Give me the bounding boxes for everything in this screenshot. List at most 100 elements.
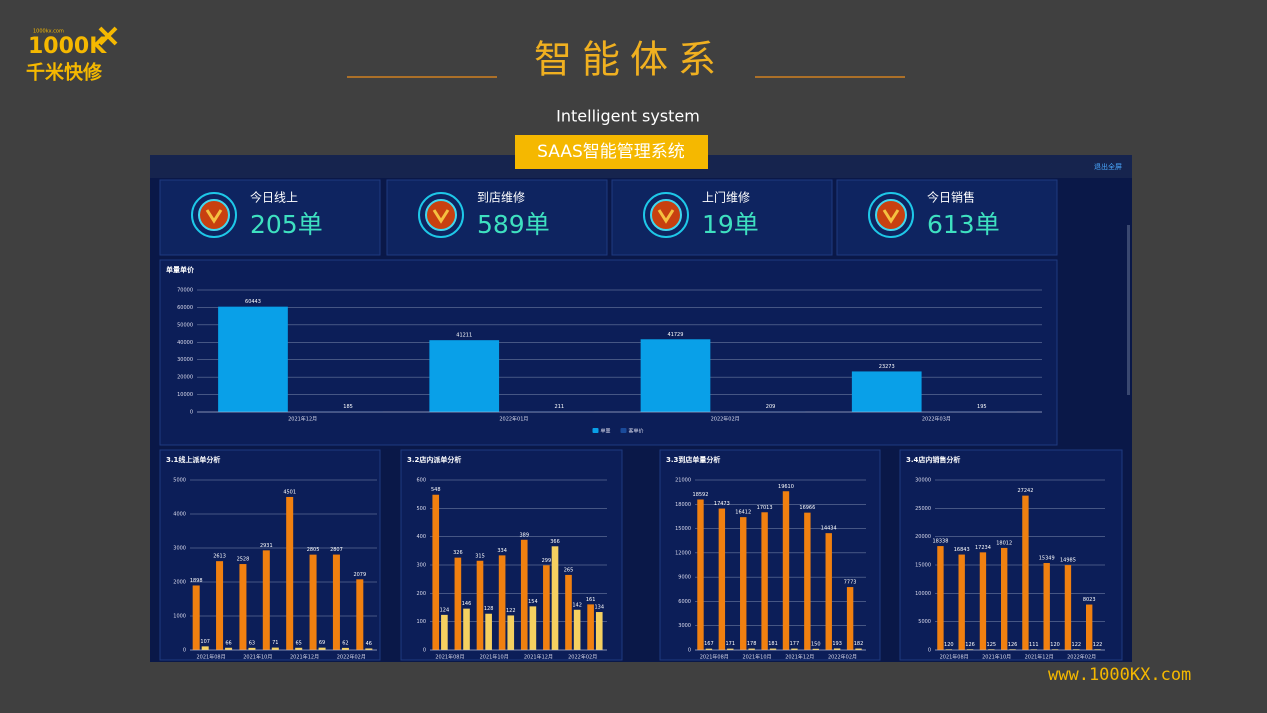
y-tick-label: 18000 [675,502,691,508]
y-tick-label: 20000 [915,534,931,540]
kpi-icon [198,199,230,231]
bar [507,615,515,650]
bar [1030,649,1037,650]
value-label: 177 [790,641,800,647]
x-tick-label: 2021年12月 [1025,654,1054,661]
bar [825,533,832,650]
value-label: 15349 [1039,556,1055,562]
bar [441,614,448,650]
y-tick-label: 200 [416,591,426,597]
y-tick-label: 5000 [173,478,186,484]
bar [595,612,603,650]
value-label: 122 [1072,642,1082,648]
value-label: 299 [542,558,552,564]
bar [225,647,233,650]
chart-title: 3.4店内销售分析 [906,455,960,464]
kpi-icon-v [205,209,223,224]
x-tick-label: 2022年03月 [922,416,951,423]
kpi-icon [650,199,682,231]
kpi-value: 613单 [927,210,1000,239]
kpi-icon [875,199,907,231]
y-tick-label: 5000 [918,619,931,625]
bar [295,647,303,650]
logo-mark: 1000K [28,34,107,59]
value-label: 124 [440,607,450,613]
kpi-icon [425,199,457,231]
bar [640,339,711,412]
bar [332,554,340,650]
chart-panel [899,449,1123,661]
legend-label: 单量 [601,428,611,435]
bar [262,550,270,650]
kpi-card [386,179,608,256]
bar [454,557,462,650]
kpi-card [836,179,1058,256]
y-tick-label: 2000 [173,580,186,586]
x-tick-label: 2021年10月 [243,654,272,661]
value-label: 209 [766,404,776,410]
value-label: 14434 [821,526,837,532]
x-tick-label: 2021年08月 [196,654,225,661]
value-label: 71 [272,640,278,646]
y-tick-label: 0 [928,648,931,654]
kpi-icon-v [882,209,900,224]
bar [520,539,528,650]
y-tick-label: 9000 [678,575,691,581]
bar [851,371,922,412]
badge [515,135,708,169]
y-tick-label: 10000 [915,591,931,597]
value-label: 142 [572,602,582,608]
value-label: 154 [528,599,538,605]
bar [543,565,550,650]
x-tick-label: 2021年10月 [742,654,771,661]
bar [318,647,326,650]
bar [718,508,726,650]
bar [1043,563,1050,650]
chart-title: 3.1线上派单分析 [166,455,220,464]
y-tick-label: 15000 [915,563,931,569]
bar [791,648,798,650]
bar [587,604,594,650]
y-tick-label: 3000 [173,546,186,552]
value-label: 181 [768,641,778,647]
y-tick-label: 6000 [678,599,691,605]
bar [432,494,440,650]
y-tick-label: 20000 [177,375,193,381]
value-label: 17473 [714,501,730,507]
chart-panel [659,449,881,661]
y-tick-label: 100 [416,619,426,625]
legend-swatch [592,428,599,433]
bar [309,554,317,650]
y-tick-label: 0 [190,410,193,416]
kpi-label: 到店维修 [477,190,525,205]
bar [429,340,500,412]
chart-title: 单量单价 [166,265,195,274]
bar [812,648,819,650]
y-tick-label: 3000 [678,623,691,629]
footer: www.1000KX.com [1048,665,1191,685]
bar [365,648,373,650]
value-label: 17234 [975,545,991,551]
y-tick-label: 300 [416,563,426,569]
badge-text: SAAS智能管理系统 [537,142,685,162]
value-label: 120 [944,642,954,648]
bar [286,496,294,650]
bar [769,648,777,650]
exit-button[interactable]: 退出全屏 [1094,162,1122,171]
value-label: 1898 [190,578,203,584]
bar [356,579,364,650]
value-label: 18592 [693,492,709,498]
value-label: 161 [586,597,596,603]
value-label: 46 [366,641,372,647]
bar [1009,649,1016,650]
scrollbar [1127,225,1130,395]
y-tick-label: 21000 [675,478,691,484]
x-tick-label: 2022年02月 [1067,654,1096,661]
value-label: 2807 [330,547,343,553]
x-tick-label: 2022年01月 [499,416,528,423]
value-label: 14985 [1060,558,1076,564]
value-label: 66 [225,640,231,646]
bar [705,648,713,650]
